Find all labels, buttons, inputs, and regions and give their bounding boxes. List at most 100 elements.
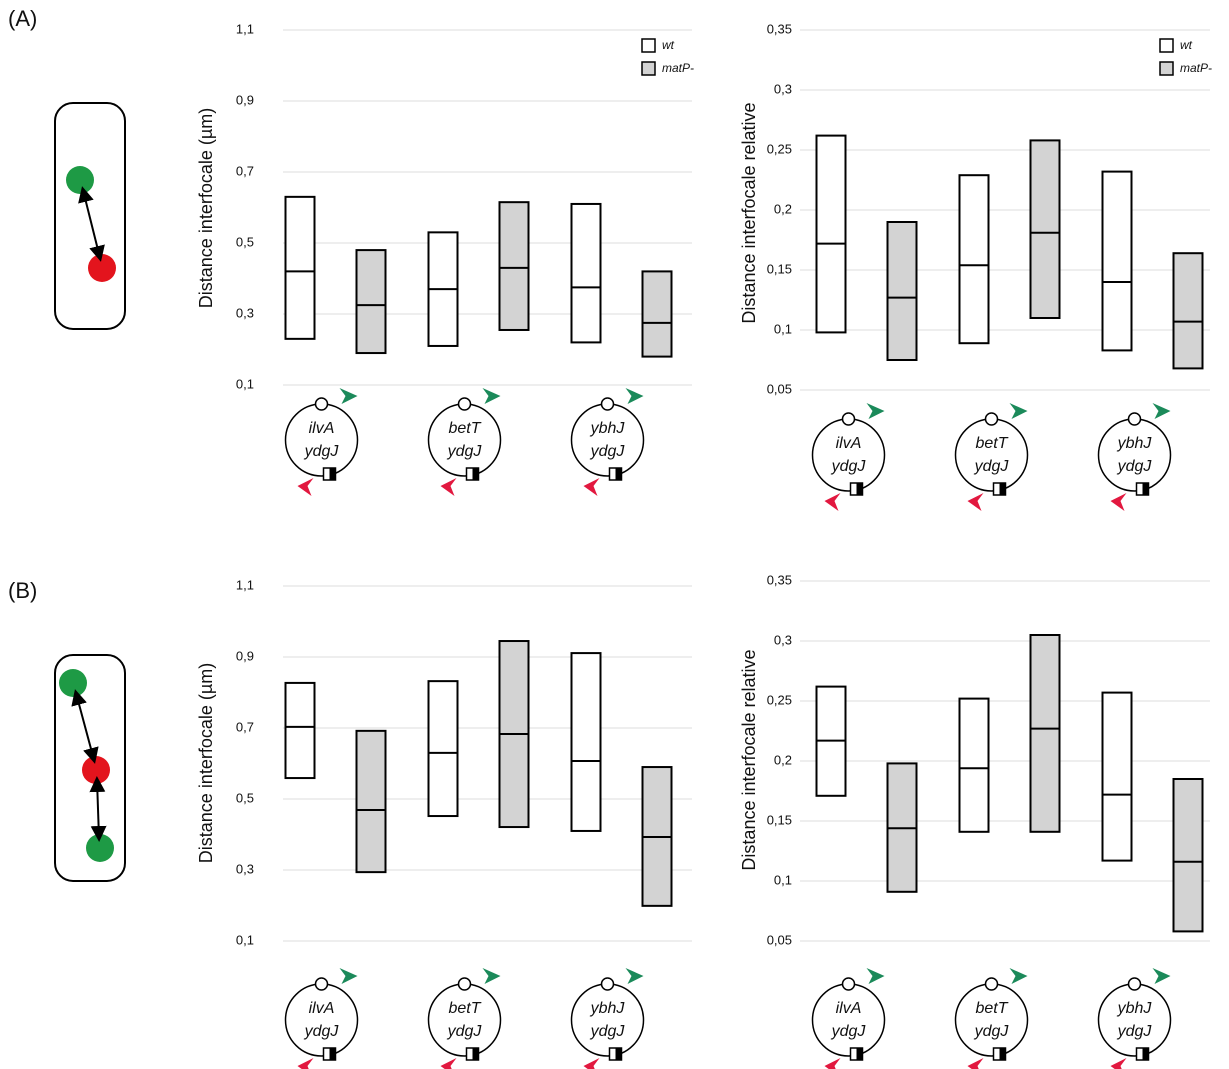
y-tick-label: 0,2: [774, 201, 792, 216]
cell-schematic: [54, 654, 126, 882]
ter-box: [329, 1048, 336, 1060]
y-tick-label: 0,1: [774, 321, 792, 336]
y-tick-label: 0,5: [236, 234, 254, 249]
plasmid: [427, 403, 502, 477]
legend-label: wt: [1180, 38, 1193, 52]
y-tick-label: 0,15: [767, 261, 792, 276]
plasmid-label: betT: [975, 435, 1008, 452]
y-tick-label: 0,1: [774, 872, 792, 887]
red-locus-arrow: [1110, 493, 1127, 511]
range-box: [958, 174, 990, 345]
range-box: [641, 270, 673, 358]
plasmid-label: betT: [448, 1000, 481, 1017]
y-tick-label: 0,1: [236, 376, 254, 391]
plasmid: [570, 403, 645, 477]
y-tick-label: 0,05: [767, 932, 792, 947]
ter-box: [1142, 1048, 1149, 1060]
green-locus-arrow: [1009, 403, 1028, 419]
y-tick-label: 1,1: [236, 21, 254, 36]
panel-label: (B): [8, 578, 37, 603]
ter-box: [1142, 483, 1149, 495]
red-locus-arrow: [824, 493, 841, 511]
plasmid-label: ilvA: [836, 1000, 862, 1017]
plasmid: [1097, 983, 1172, 1057]
y-tick-label: 0,7: [236, 719, 254, 734]
plasmid-label: ydgJ: [590, 443, 626, 460]
panel-label: (A): [8, 6, 37, 31]
y-tick-label: 0,1: [236, 932, 254, 947]
origin: [984, 977, 999, 991]
range-box: [1172, 778, 1204, 933]
y-axis-label: Distance interfocale relative: [739, 649, 759, 870]
plasmid-label: ilvA: [309, 1000, 335, 1017]
green-locus-arrow: [625, 968, 644, 984]
plasmid: [284, 983, 359, 1057]
plasmid-label: betT: [448, 420, 481, 437]
range-box: [1029, 634, 1061, 833]
range-box: [1101, 170, 1133, 352]
origin: [841, 412, 856, 426]
y-tick-label: 0,3: [236, 861, 254, 876]
green-locus-arrow: [866, 968, 885, 984]
origin: [1127, 977, 1142, 991]
range-box: [1101, 691, 1133, 862]
plasmid-label: ilvA: [836, 435, 862, 452]
y-tick-label: 0,15: [767, 812, 792, 827]
ter-box: [856, 483, 863, 495]
y-tick-label: 0,7: [236, 163, 254, 178]
ter-box: [999, 483, 1006, 495]
plasmid-label: ydgJ: [304, 1023, 340, 1040]
legend-label: matP-: [1180, 61, 1212, 75]
plasmid-label: ydgJ: [974, 1023, 1010, 1040]
range-box: [1172, 252, 1204, 370]
plasmid: [811, 983, 886, 1057]
plasmid-label: ydgJ: [831, 1023, 867, 1040]
legend-label: matP-: [662, 61, 694, 75]
y-tick-label: 0,3: [774, 632, 792, 647]
plasmid-label: ydgJ: [1117, 1023, 1153, 1040]
range-box: [355, 729, 387, 874]
ter-box: [329, 468, 336, 480]
y-tick-label: 0,35: [767, 21, 792, 36]
range-box: [355, 249, 387, 355]
plasmid: [570, 983, 645, 1057]
green-locus-arrow: [625, 388, 644, 404]
y-tick-label: 0,9: [236, 648, 254, 663]
y-tick-label: 0,9: [236, 92, 254, 107]
red-locus-arrow: [1110, 1058, 1127, 1069]
green-locus-arrow: [866, 403, 885, 419]
plasmid: [811, 418, 886, 492]
y-tick-label: 0,25: [767, 692, 792, 707]
ter-box: [472, 1048, 479, 1060]
origin: [600, 977, 615, 991]
plasmid-label: ilvA: [309, 420, 335, 437]
origin: [457, 397, 472, 411]
y-tick-label: 0,3: [236, 305, 254, 320]
legend-swatch: [1159, 61, 1174, 76]
green-locus-arrow: [339, 968, 358, 984]
plasmid: [1097, 418, 1172, 492]
legend-swatch: [641, 38, 656, 53]
ter-box: [856, 1048, 863, 1060]
origin: [841, 977, 856, 991]
green-locus-arrow: [339, 388, 358, 404]
red-locus-arrow: [297, 1058, 314, 1069]
legend-swatch: [641, 61, 656, 76]
green-locus-arrow: [482, 968, 501, 984]
ter-box: [615, 1048, 622, 1060]
green-locus-arrow: [482, 388, 501, 404]
plasmid-label: ydgJ: [304, 443, 340, 460]
legend-swatch: [1159, 38, 1174, 53]
plasmid-label: ydgJ: [447, 1023, 483, 1040]
y-tick-label: 0,35: [767, 572, 792, 587]
y-axis-label: Distance interfocale relative: [739, 102, 759, 323]
range-box: [570, 202, 602, 344]
y-tick-label: 1,1: [236, 577, 254, 592]
green-locus-arrow: [1152, 403, 1171, 419]
plasmid-label: ybhJ: [590, 1000, 626, 1017]
ter-box: [472, 468, 479, 480]
plasmid-label: ydgJ: [974, 458, 1010, 475]
y-tick-label: 0,05: [767, 381, 792, 396]
origin: [314, 977, 329, 991]
